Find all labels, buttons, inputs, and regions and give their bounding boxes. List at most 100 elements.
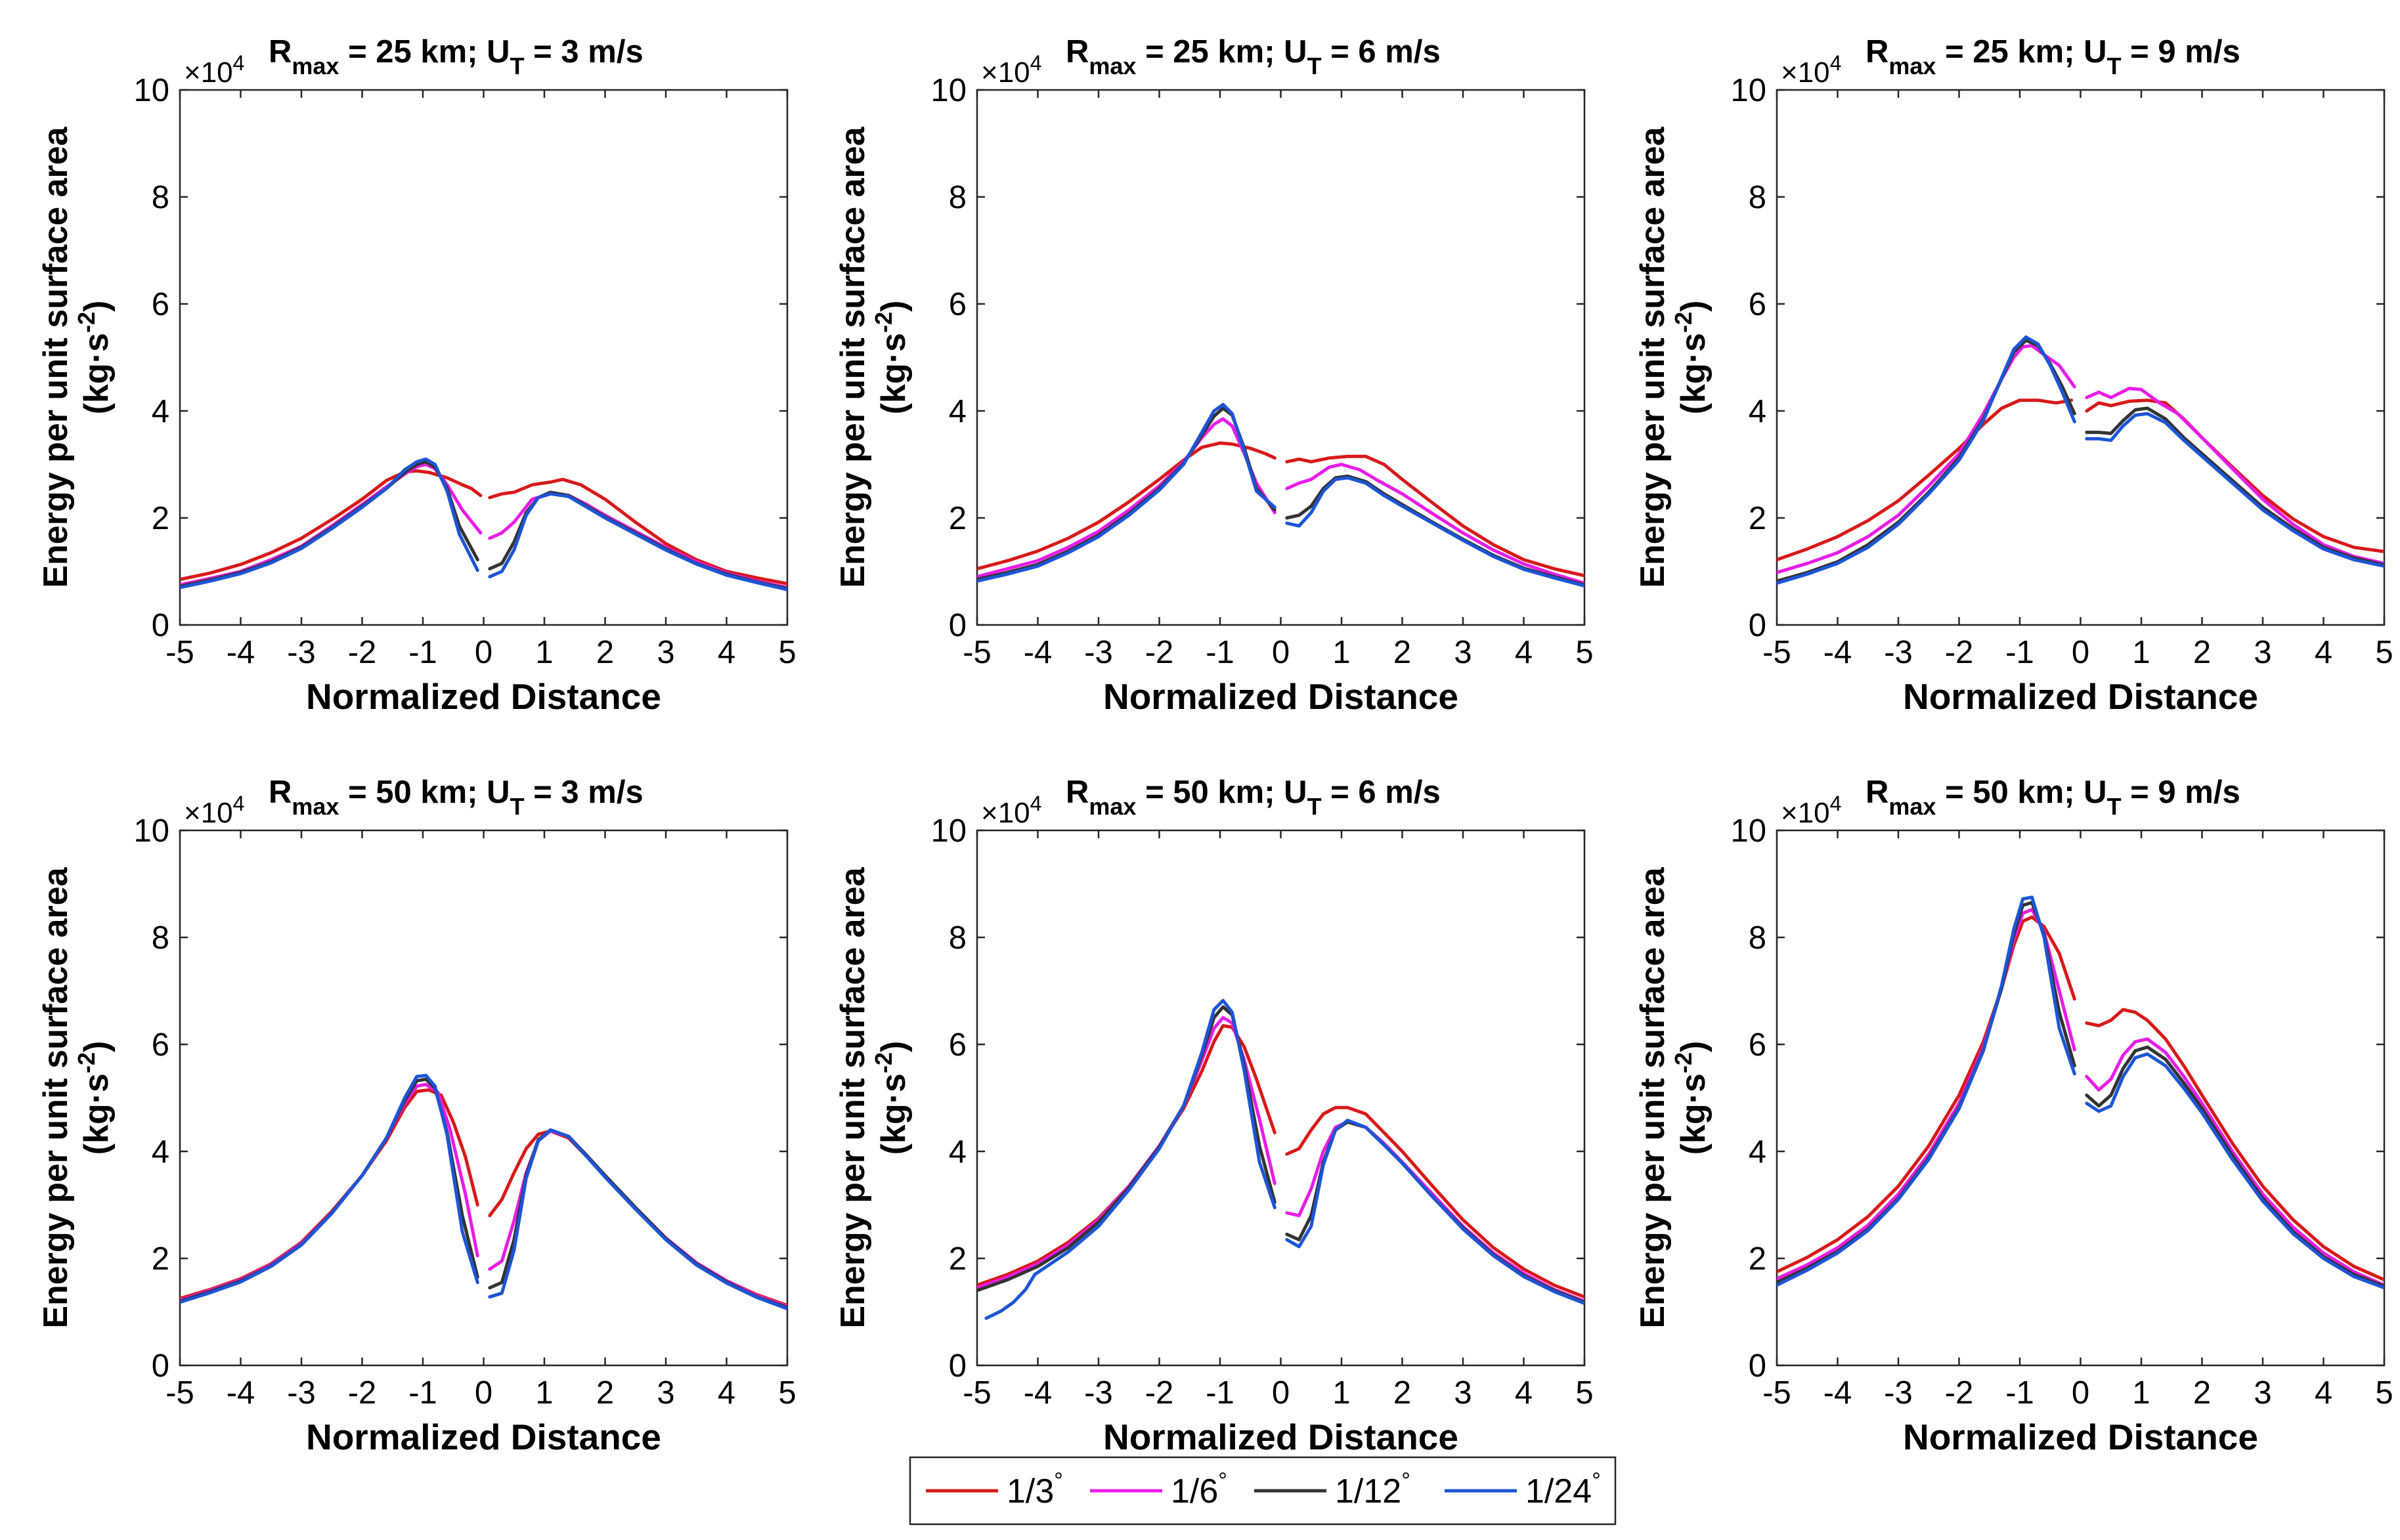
series-line-1-24deg-seg2	[2085, 1052, 2384, 1290]
y-tick-label: 8	[152, 180, 169, 215]
y-tick-label: 4	[152, 394, 169, 429]
axis-multiplier: ×104	[1781, 792, 1841, 829]
x-tick-label: 0	[1272, 635, 1290, 670]
y-unit-exponent: -2	[73, 312, 100, 333]
x-tick-label: 5	[778, 1375, 796, 1411]
multiplier-exponent: 4	[1030, 792, 1042, 815]
x-axis-label: Normalized Distance	[306, 1417, 661, 1457]
title-subscript-2: T	[510, 793, 525, 820]
x-tick-label: -4	[1024, 1375, 1053, 1411]
y-unit-close: )	[875, 301, 913, 312]
legend-label-4: 1/24°	[1525, 1468, 1601, 1510]
legend-label-text: 1/3	[1007, 1472, 1054, 1510]
series-line-1-6deg-seg2	[2085, 387, 2384, 565]
y-tick-label: 4	[1749, 394, 1766, 429]
legend-label-1: 1/3°	[1007, 1468, 1063, 1510]
title-main: R	[1865, 34, 1888, 70]
y-tick-label: 2	[152, 1241, 169, 1277]
y-unit-base: (kg·s	[875, 1073, 913, 1155]
series-line-1-3deg-seg1	[180, 469, 483, 582]
title-subscript-2: T	[1307, 793, 1322, 820]
y-unit-close: )	[1674, 301, 1713, 312]
title-tail: = 6 m/s	[1322, 34, 1441, 70]
multiplier-base: ×10	[184, 797, 233, 829]
x-tick-label: 4	[718, 635, 735, 670]
axes-box	[179, 89, 789, 626]
x-tick-label: -4	[227, 635, 255, 670]
series-line-1-24deg-seg2	[2085, 412, 2384, 568]
y-axis-unit: (kg·s-2)	[73, 301, 116, 415]
y-axis-label: Energy per unit surface area	[834, 866, 872, 1328]
y-axis-label: Energy per unit surface area	[37, 866, 75, 1328]
x-tick-label: 2	[2193, 635, 2211, 670]
x-tick-label: -4	[1823, 635, 1852, 670]
x-tick-label: 1	[2132, 635, 2150, 670]
legend-label-3: 1/12°	[1335, 1468, 1410, 1510]
series-line-1-24deg-seg1	[1777, 895, 2076, 1287]
series-line-1-3deg-seg2	[2085, 1008, 2384, 1282]
y-unit-base: (kg·s	[77, 1073, 116, 1155]
y-axis-label: Energy per unit surface area	[1634, 126, 1672, 588]
x-tick-label: -1	[1206, 635, 1234, 670]
y-axis-unit: (kg·s-2)	[870, 1041, 913, 1155]
multiplier-exponent: 4	[1030, 51, 1042, 75]
x-tick-label: 4	[718, 1375, 735, 1411]
x-tick-label: 2	[1393, 635, 1411, 670]
y-unit-exponent: -2	[1670, 312, 1697, 333]
y-unit-close: )	[875, 1041, 913, 1052]
axis-multiplier: ×104	[184, 51, 244, 89]
axis-multiplier: ×104	[184, 792, 244, 829]
legend-degree: °	[1218, 1468, 1227, 1493]
x-tick-label: -5	[963, 635, 992, 670]
multiplier-base: ×10	[1781, 797, 1830, 829]
x-tick-label: 2	[1393, 1375, 1411, 1411]
x-tick-label: 1	[2132, 1375, 2150, 1411]
y-unit-base: (kg·s	[1674, 333, 1713, 414]
x-tick-label: 1	[535, 635, 553, 670]
x-tick-label: 5	[1575, 635, 1593, 670]
series-line-1-24deg-seg2	[488, 1128, 787, 1311]
x-tick-label: -2	[1945, 1375, 1974, 1411]
multiplier-exponent: 4	[233, 792, 245, 815]
y-tick-label: 10	[930, 73, 967, 108]
series-line-1-24deg-seg1	[977, 402, 1276, 583]
legend-label-text: 1/6	[1171, 1472, 1218, 1510]
title-main: R	[269, 775, 292, 810]
x-tick-label: 5	[778, 635, 796, 670]
y-tick-label: 8	[152, 920, 169, 956]
y-tick-label: 8	[1749, 180, 1766, 215]
legend-label-2: 1/6°	[1171, 1468, 1227, 1510]
title-tail: = 6 m/s	[1322, 775, 1441, 810]
series-line-1-24deg-seg1	[1777, 335, 2076, 585]
x-tick-label: -1	[2005, 1375, 2034, 1411]
chart-title: Rmax = 25 km; UT = 6 m/s	[1066, 34, 1441, 79]
x-tick-label: -4	[1823, 1375, 1852, 1411]
y-tick-label: 6	[949, 287, 967, 322]
x-tick-label: -2	[348, 1375, 377, 1411]
x-tick-label: -3	[1084, 635, 1113, 670]
legend-label-text: 1/24	[1525, 1472, 1592, 1510]
axis-multiplier: ×104	[981, 51, 1041, 89]
axes-box	[976, 829, 1586, 1367]
x-tick-label: 2	[2193, 1375, 2211, 1411]
x-tick-label: -1	[1206, 1375, 1234, 1411]
y-tick-label: 4	[1749, 1134, 1766, 1170]
y-unit-close: )	[1674, 1041, 1713, 1052]
x-tick-label: 3	[1454, 635, 1472, 670]
chart-title: Rmax = 50 km; UT = 9 m/s	[1865, 775, 2240, 820]
title-tail: = 9 m/s	[2122, 34, 2240, 70]
x-axis-label: Normalized Distance	[1103, 1417, 1458, 1457]
multiplier-exponent: 4	[1830, 792, 1842, 815]
y-tick-label: 6	[949, 1027, 967, 1063]
x-tick-label: 0	[475, 635, 492, 670]
y-tick-label: 8	[949, 180, 967, 215]
y-tick-label: 0	[949, 608, 967, 643]
x-tick-label: 0	[1272, 1375, 1290, 1411]
y-axis-label: Energy per unit surface area	[1634, 866, 1672, 1328]
multiplier-base: ×10	[184, 56, 233, 89]
x-tick-label: -2	[348, 635, 377, 670]
x-axis-label: Normalized Distance	[1103, 676, 1458, 717]
